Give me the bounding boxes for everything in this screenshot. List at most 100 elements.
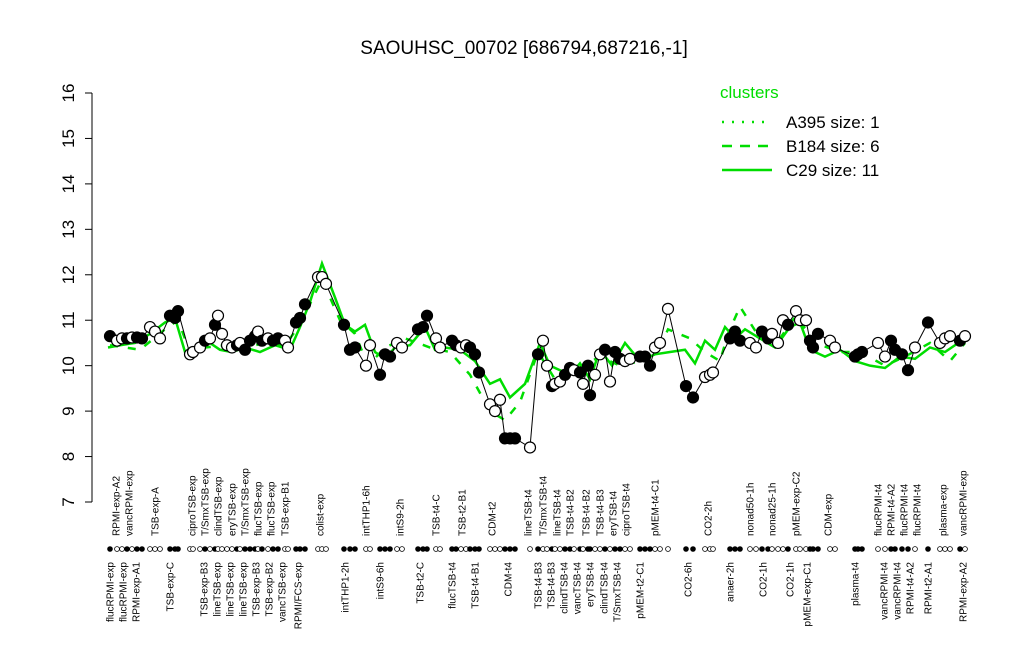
x-label-bottom: lineTSB-exp [213,562,224,617]
rug-mark [832,546,838,552]
data-point [508,432,522,445]
x-label-top: TSB-t4-B2 [582,489,593,536]
rug-mark [467,546,473,552]
rug-mark [815,546,821,552]
rug-mark [905,546,911,552]
x-label-top: lineTSB-t4 [553,489,564,536]
data-point [576,377,590,390]
rug-mark [892,546,898,552]
data-point [433,341,447,354]
data-point [373,368,387,381]
rug-mark [157,546,163,552]
rug-mark [597,546,603,552]
rug-mark [652,546,658,552]
x-label-top: ciproTSB-exp [188,475,199,536]
data-point [706,366,720,379]
rug-mark [229,546,235,552]
data-point [895,348,909,361]
rug-mark [702,546,708,552]
data-point [871,336,885,350]
x-label-top: RPMI-t4-A2 [887,483,898,536]
x-label-bottom: RPMI-exp-A1 [132,562,143,622]
data-point [806,341,820,354]
legend: clusters A395 size: 1 B184 size: 6 C29 s… [720,83,880,180]
rug-mark [859,546,865,552]
x-label-bottom: TSB-exp-B2 [265,562,276,617]
rug-mark [367,546,373,552]
rug-mark [617,546,623,552]
rug-mark [612,546,618,552]
x-label-bottom: TSB-exp-B3 [252,562,263,617]
rug-mark [202,546,208,552]
rug-mark [769,546,775,552]
x-label-top: lineTSB-t4 [524,489,535,536]
rug-mark [925,546,931,552]
rug-mark [552,546,558,552]
rug-mark [785,546,791,552]
data-point [901,364,915,377]
data-point [420,309,434,322]
rug-mark [747,546,753,552]
rug-mark [107,546,113,552]
x-label-bottom: CDM-t4 [504,562,515,597]
data-point [581,359,595,372]
y-tick-label: 10 [59,356,78,375]
rug-mark [492,546,498,552]
data-point [298,298,312,311]
x-label-bottom: lineTSB-exp [239,562,250,617]
rug-mark [657,546,663,552]
data-point [203,332,217,345]
y-axis: 7 8 9 10 11 12 13 14 15 16 [59,84,93,507]
x-label-bottom: eryTSB-t4 [586,562,597,607]
rug-mark [937,546,943,552]
rug-mark [535,546,541,552]
rug-mark [415,546,421,552]
rug-mark [219,546,225,552]
rug-mark [571,546,577,552]
rug-mark [637,546,643,552]
data-point [749,341,763,354]
data-point [319,277,333,290]
x-label-top: flucTSB-exp [267,481,278,536]
y-tick-label: 13 [59,220,78,239]
rug-mark [124,546,130,552]
data-point [363,339,377,352]
x-label-bottom: flucTSB-t4 [448,562,459,609]
rug-mark [942,546,948,552]
x-label-top: TSB-t2-B1 [458,489,469,536]
rug-mark [259,546,265,552]
rug-mark [497,546,503,552]
rug-mark [690,546,696,552]
rug-mark [647,546,653,552]
data-point [211,309,225,322]
data-point [638,350,652,363]
data-point [855,345,869,359]
rug-mark [285,546,291,552]
data-point [583,389,597,402]
rug-mark [347,546,353,552]
rug-mark [875,546,881,552]
rug-mark [557,546,563,552]
rug-mark [139,546,145,552]
rug-mark [775,546,781,552]
x-label-bottom: anaer-2h [726,562,737,602]
x-label-bottom: vancTSB-exp [278,562,289,622]
x-label-bottom: flucRPMI-exp [106,562,117,622]
data-point [908,341,922,354]
legend-title: clusters [720,83,779,102]
x-label-top: vancRPMI-exp [959,470,970,536]
chart-title: SAOUHSC_00702 [686794,687216,-1] [360,38,687,59]
data-point [531,348,545,361]
data-point [540,359,554,372]
rug-mark [607,546,613,552]
rug-mark [587,546,593,552]
x-label-top: eryTSB-exp [228,483,239,536]
x-label-top: nonad25-1h [768,483,779,536]
rug-mark [323,546,329,552]
x-label-top: CDM-exp [824,493,835,536]
x-label-top: T/SmxTSB-exp [201,468,212,536]
rug-mark [882,546,888,552]
sample-series [103,270,972,454]
data-point [135,332,149,345]
x-label-bottom: CO2-1h [786,562,797,597]
